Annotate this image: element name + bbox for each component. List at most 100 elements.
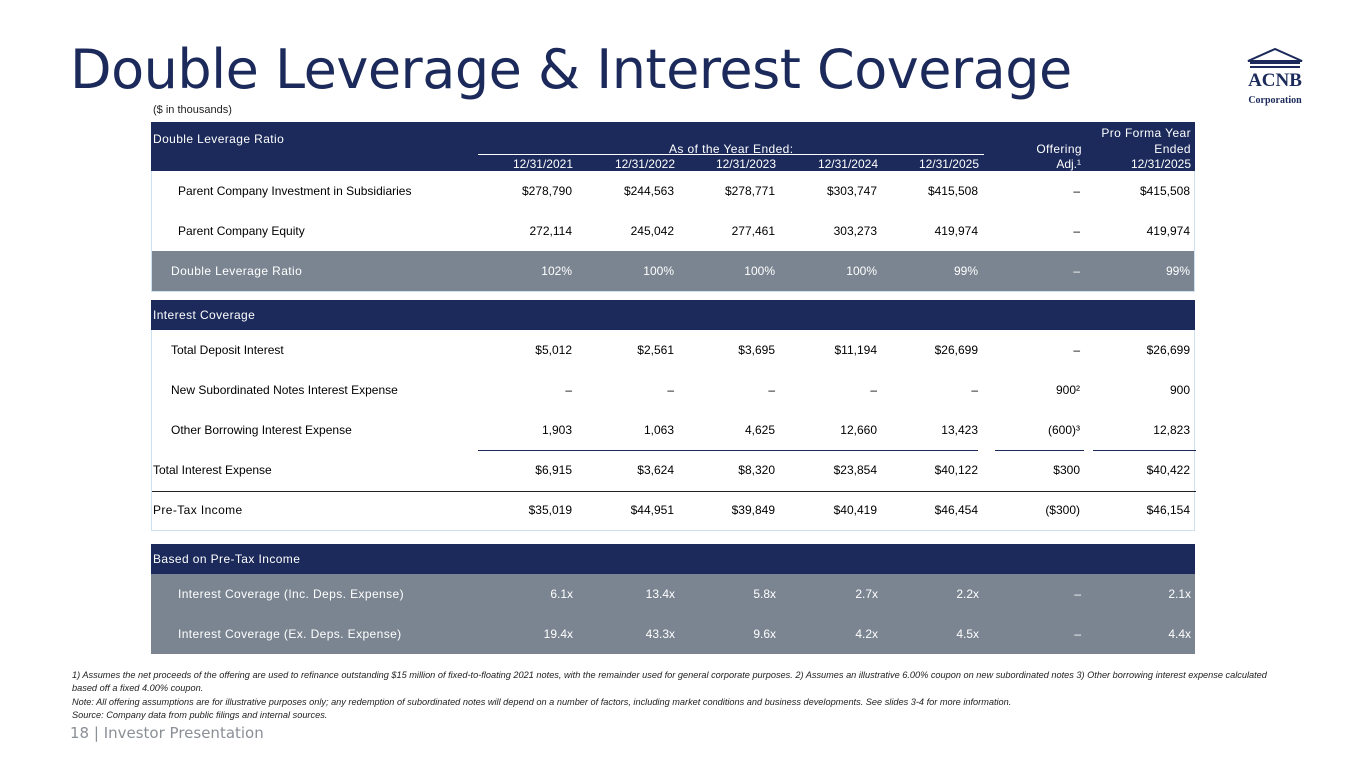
row-value: $303,747: [826, 184, 877, 198]
page-label: | Investor Presentation: [93, 724, 264, 742]
row-value: $40,419: [833, 503, 877, 517]
total-rule: [152, 491, 1196, 492]
row-value: $244,563: [623, 184, 674, 198]
row-value: –: [1073, 224, 1080, 238]
column-header: 12/31/2025: [918, 157, 979, 171]
row-value: 4.2x: [855, 627, 878, 641]
row-value: $11,194: [834, 343, 878, 357]
row-value: $26,699: [1146, 343, 1190, 357]
table-row: Parent Company Equity 272,114 245,042 277,4…: [152, 211, 1194, 251]
column-header: 12/31/2022: [614, 157, 675, 171]
footnote-1: 1) Assumes the net proceeds of the offer…: [72, 670, 1267, 694]
row-label: Total Deposit Interest: [171, 343, 284, 357]
row-label: Other Borrowing Interest Expense: [171, 423, 352, 437]
row-value: $26,699: [934, 343, 978, 357]
offering-label: Offering: [1036, 142, 1082, 156]
group-underline: [478, 154, 984, 155]
row-value: ($300): [1045, 503, 1080, 517]
row-value: 2.2x: [956, 587, 979, 601]
row-value: 43.3x: [645, 627, 675, 641]
interest-coverage-table: Interest Coverage Total Deposit Interest…: [151, 300, 1196, 531]
row-label: New Subordinated Notes Interest Expense: [171, 383, 398, 397]
row-value: 4.5x: [956, 627, 979, 641]
row-value: 245,042: [630, 224, 674, 238]
coverage-ratio-header: Based on Pre-Tax Income: [151, 544, 1195, 574]
row-value: 99%: [1165, 264, 1190, 278]
total-interest-row: Total Interest Expense $6,915 $3,624 $8,320…: [152, 450, 1194, 490]
row-value: $35,019: [528, 503, 572, 517]
column-header: 12/31/2023: [715, 157, 776, 171]
logo-name: ACNB: [1248, 70, 1302, 91]
row-value: 13,423: [941, 423, 978, 437]
row-value: 4,625: [744, 423, 775, 437]
proforma-label-1: Pro Forma Year: [1101, 126, 1191, 140]
row-value: $6,915: [535, 463, 572, 477]
interest-coverage-header: Interest Coverage: [151, 300, 1195, 330]
row-value: 2.7x: [855, 587, 878, 601]
coverage-ratio-table: Based on Pre-Tax Income Interest Coverag…: [151, 544, 1195, 654]
row-value: $415,508: [1139, 184, 1190, 198]
row-label: Parent Company Investment in Subsidiarie…: [178, 184, 412, 198]
page-title: Double Leverage & Interest Coverage: [70, 38, 1072, 101]
row-value: $39,849: [731, 503, 775, 517]
row-value: 900²: [1055, 383, 1080, 397]
bank-building-icon: ACNB Corporation: [1247, 47, 1303, 106]
row-value: 2.1x: [1168, 587, 1191, 601]
coverage-ratio-row: Interest Coverage (Inc. Deps. Expense) 6.…: [151, 574, 1195, 614]
row-value: $23,854: [833, 463, 877, 477]
row-value: $278,771: [724, 184, 775, 198]
row-value: 419,974: [1146, 224, 1190, 238]
row-value: –: [971, 383, 978, 397]
row-value: –: [1074, 587, 1081, 601]
row-value: 272,114: [529, 224, 573, 238]
row-label: Interest Coverage (Ex. Deps. Expense): [178, 627, 402, 641]
row-value: –: [1073, 264, 1080, 278]
footnote-source: Source: Company data from public filings…: [72, 710, 328, 721]
row-value: 100%: [643, 264, 674, 278]
row-value: 4.4x: [1168, 627, 1191, 641]
interest-coverage-body: Total Deposit Interest $5,012 $2,561 $3,695…: [151, 330, 1196, 531]
double-leverage-body: Parent Company Investment in Subsidiarie…: [151, 171, 1195, 292]
footnote-note: Note: All offering assumptions are for i…: [72, 696, 1012, 707]
row-value: (600)³: [1047, 423, 1080, 437]
row-value: $415,508: [927, 184, 978, 198]
row-value: $44,951: [630, 503, 674, 517]
row-label: Total Interest Expense: [153, 463, 272, 477]
pretax-income-row: Pre-Tax Income $35,019 $44,951 $39,849 $40,4…: [152, 490, 1194, 530]
column-header: 12/31/2021: [512, 157, 573, 171]
page-footer: 18 | Investor Presentation: [70, 724, 264, 742]
row-value: –: [870, 383, 877, 397]
row-value: $300: [1053, 463, 1080, 477]
row-label: Parent Company Equity: [178, 224, 305, 238]
subtotal-rule: [478, 450, 978, 451]
row-value: 100%: [744, 264, 775, 278]
column-header: 12/31/2025: [1130, 157, 1191, 171]
logo-subtitle: Corporation: [1248, 95, 1302, 106]
row-value: 9.6x: [753, 627, 776, 641]
table-row: Parent Company Investment in Subsidiarie…: [152, 171, 1194, 211]
row-value: $3,695: [738, 343, 775, 357]
row-value: 12,823: [1153, 423, 1190, 437]
row-value: –: [565, 383, 572, 397]
coverage-ratio-body: Interest Coverage (Inc. Deps. Expense) 6.…: [151, 574, 1195, 654]
row-value: 100%: [846, 264, 877, 278]
row-value: 13.4x: [645, 587, 675, 601]
acnb-logo: ACNB Corporation: [1242, 47, 1308, 109]
row-value: 102%: [541, 264, 572, 278]
subtotal-rule: [1093, 450, 1196, 451]
row-value: 1,063: [643, 423, 674, 437]
table-row: Total Deposit Interest $5,012 $2,561 $3,695…: [152, 330, 1194, 370]
column-header: 12/31/2024: [817, 157, 878, 171]
double-leverage-header: Double Leverage Ratio As of the Year End…: [151, 122, 1195, 171]
units-note: ($ in thousands): [153, 104, 232, 116]
row-value: $5,012: [535, 343, 572, 357]
coverage-ratio-row: Interest Coverage (Ex. Deps. Expense) 19.…: [151, 614, 1195, 654]
row-value: –: [1074, 627, 1081, 641]
row-value: 5.8x: [753, 587, 776, 601]
row-value: $278,790: [521, 184, 572, 198]
row-value: –: [1073, 184, 1080, 198]
column-header: Adj.¹: [1056, 157, 1081, 171]
row-value: $2,561: [637, 343, 674, 357]
proforma-label-2: Ended: [1154, 142, 1191, 156]
row-value: $46,454: [934, 503, 978, 517]
